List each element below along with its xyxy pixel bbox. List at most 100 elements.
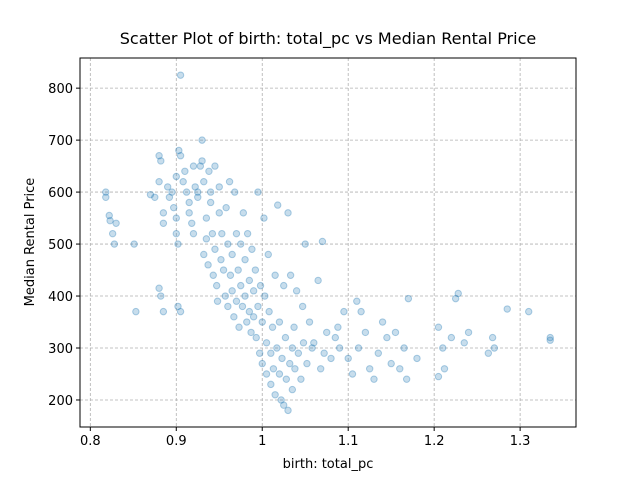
point [396, 365, 404, 373]
point [200, 250, 208, 259]
point [179, 177, 187, 186]
point [305, 318, 314, 326]
point [213, 297, 222, 305]
point [172, 172, 180, 181]
point [159, 209, 168, 217]
point [165, 193, 174, 201]
point [211, 162, 219, 170]
point [334, 323, 342, 331]
point [157, 292, 165, 300]
point [239, 209, 248, 217]
point [265, 307, 273, 316]
x-tick-label: 1.3 [510, 434, 531, 449]
point [185, 209, 193, 217]
point [232, 229, 241, 238]
point [237, 281, 245, 290]
point [274, 201, 282, 209]
point [490, 344, 499, 352]
point [264, 250, 272, 259]
point [258, 359, 266, 368]
point [217, 255, 225, 264]
points [102, 71, 554, 415]
point [206, 198, 215, 207]
point [212, 281, 221, 290]
point [226, 271, 235, 279]
point [348, 370, 357, 378]
point [157, 157, 165, 165]
point [310, 339, 318, 347]
chart-title: Scatter Plot of birth: total_pc vs Media… [120, 29, 536, 49]
point [391, 328, 400, 337]
point [198, 157, 206, 165]
point [255, 349, 264, 357]
point [204, 261, 212, 269]
point [365, 365, 374, 373]
point [404, 294, 413, 303]
point [447, 333, 456, 342]
point [298, 302, 307, 311]
point [168, 188, 176, 196]
point [292, 287, 301, 295]
point [320, 349, 328, 357]
point [176, 71, 185, 79]
point [249, 287, 258, 295]
x-tick-label: 0.8 [80, 434, 101, 449]
point [284, 209, 292, 217]
y-tick-label: 600 [48, 186, 73, 201]
point [200, 177, 208, 186]
point [262, 339, 271, 347]
point [108, 229, 117, 238]
point [374, 349, 382, 357]
point [460, 339, 468, 347]
point [221, 292, 229, 300]
point [172, 229, 180, 238]
point [241, 255, 249, 264]
point [189, 229, 198, 238]
point [196, 162, 205, 170]
point [176, 152, 185, 160]
point [291, 365, 299, 373]
point [323, 328, 331, 337]
point [102, 193, 110, 201]
point [439, 344, 447, 352]
point [258, 318, 266, 326]
axes-frame [79, 57, 577, 428]
point [174, 240, 182, 248]
point [354, 344, 363, 352]
point [402, 375, 411, 383]
point [182, 188, 191, 196]
point [238, 302, 247, 311]
point [484, 349, 493, 357]
point [252, 333, 260, 342]
point [262, 370, 271, 378]
y-tick-label: 400 [48, 290, 73, 305]
point [297, 375, 305, 383]
point [198, 136, 206, 144]
point [249, 313, 258, 321]
point [267, 380, 275, 389]
point [189, 162, 198, 170]
point [102, 188, 110, 196]
x-tick-label: 1.2 [424, 434, 445, 449]
point [215, 209, 223, 217]
point [370, 375, 378, 383]
point [284, 406, 292, 415]
point [230, 313, 238, 321]
point [235, 323, 243, 331]
point [159, 307, 168, 316]
point [176, 307, 185, 316]
point [175, 146, 183, 155]
point [254, 302, 262, 311]
point [224, 302, 232, 311]
point [335, 344, 344, 352]
point [353, 297, 361, 305]
point [256, 281, 265, 290]
point [251, 266, 260, 274]
point [318, 237, 327, 246]
x-tick-label: 0.9 [166, 434, 187, 449]
point [247, 328, 255, 337]
y-tick-label: 300 [48, 342, 73, 357]
point [280, 401, 288, 409]
point [271, 391, 279, 399]
